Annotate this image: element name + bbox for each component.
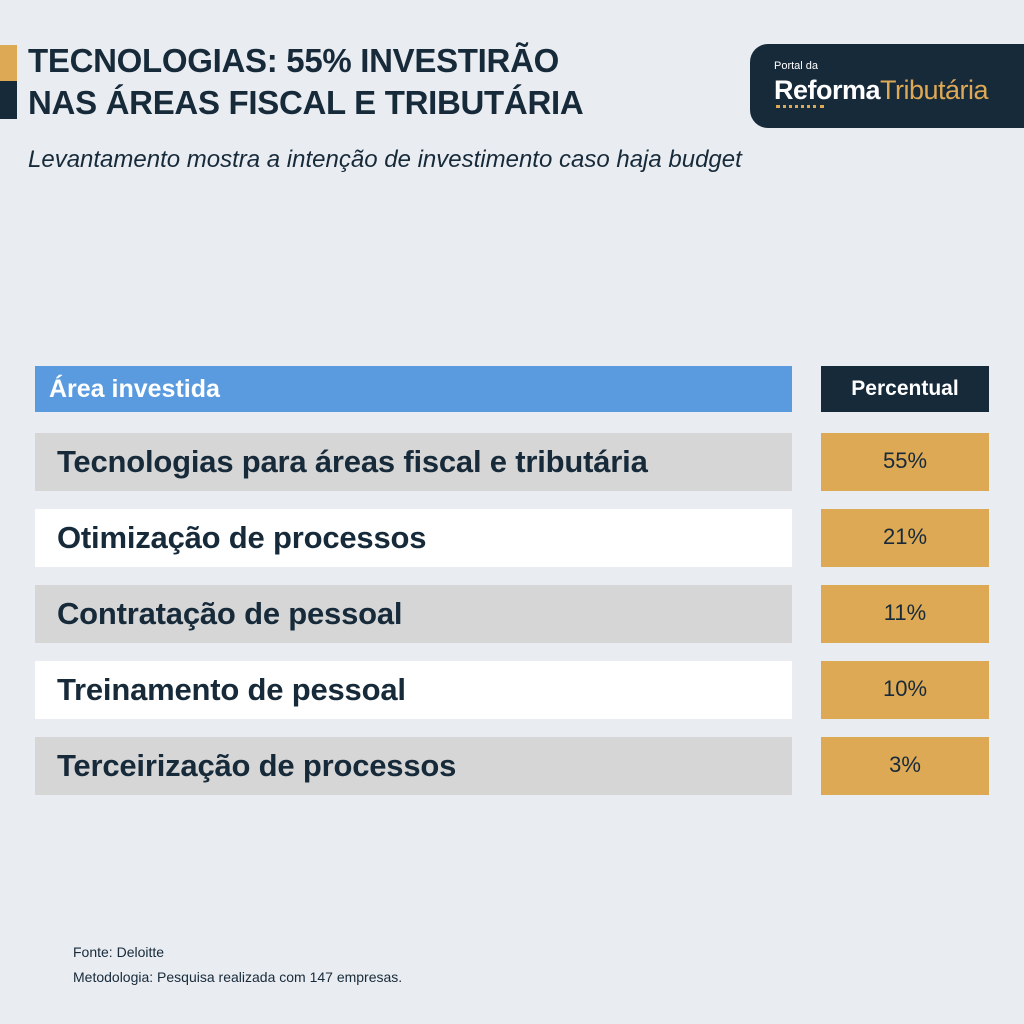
table-row-value: 3% [821,737,989,795]
page-subtitle: Levantamento mostra a intenção de invest… [28,146,742,173]
table-row-label: Terceirização de processos [35,737,792,795]
table-row-value: 21% [821,509,989,567]
portal-logo: Portal da ReformaTributária [750,44,1024,128]
logo-wordmark: ReformaTributária [774,75,989,106]
logo-small-text: Portal da [774,60,819,72]
title-accent-gold [0,45,17,81]
title-line-2: NAS ÁREAS FISCAL E TRIBUTÁRIA [28,84,584,121]
table-row-label: Contratação de pessoal [35,585,792,643]
table-row-label: Tecnologias para áreas fiscal e tributár… [35,433,792,491]
title-line-1: TECNOLOGIAS: 55% INVESTIRÃO [28,42,559,79]
page-title: TECNOLOGIAS: 55% INVESTIRÃO NAS ÁREAS FI… [28,40,728,124]
table-row-value: 10% [821,661,989,719]
logo-light-text: Tributária [880,75,989,105]
methodology-note: Metodologia: Pesquisa realizada com 147 … [73,969,403,985]
logo-dotted-underline [776,105,824,108]
table-row-label: Otimização de processos [35,509,792,567]
title-accent-navy [0,81,17,119]
source-note: Fonte: Deloitte [73,944,165,960]
table-row-value: 11% [821,585,989,643]
table-header-percent: Percentual [821,366,989,412]
table-row-label: Treinamento de pessoal [35,661,792,719]
logo-bold-text: Reforma [774,75,881,105]
table-row-value: 55% [821,433,989,491]
table-header-area: Área investida [35,366,792,412]
